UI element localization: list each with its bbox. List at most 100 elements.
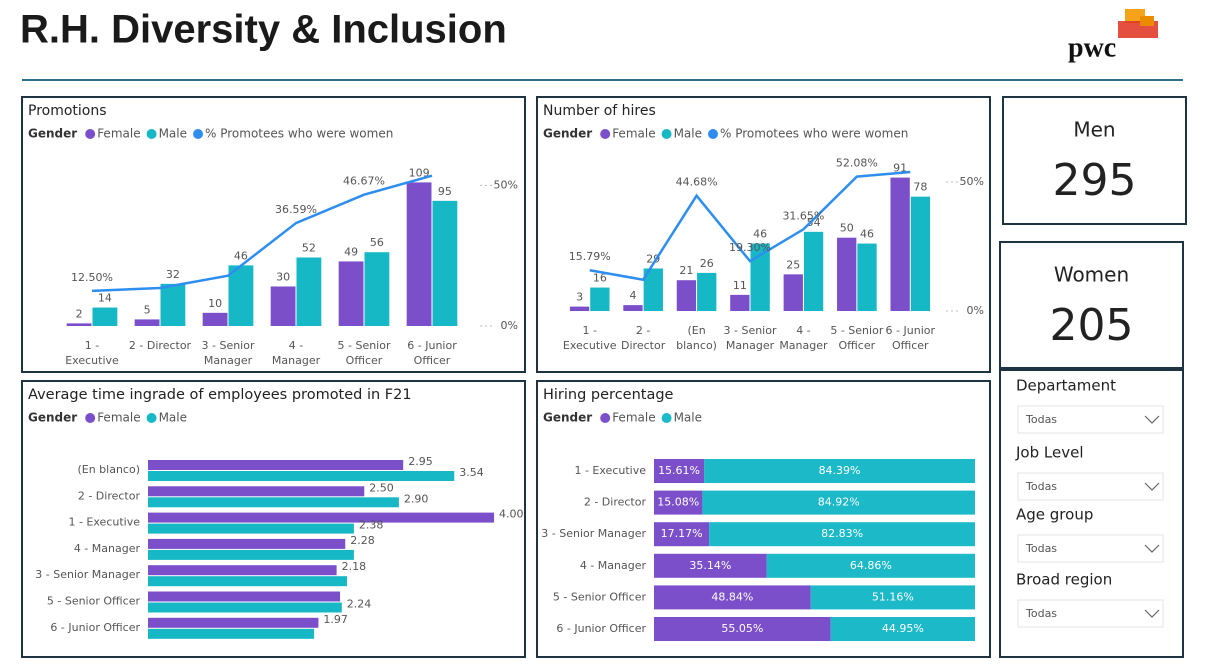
legend-title: Gender [543, 127, 592, 141]
chart-title: Promotions [28, 103, 107, 119]
bar [160, 283, 186, 326]
bar-value-label: 48.84% [711, 590, 753, 603]
bar-value-label: 3.54 [459, 466, 484, 479]
logo-block [1140, 16, 1154, 26]
bar [432, 200, 458, 326]
dropdown[interactable] [1017, 472, 1164, 501]
bar-value-label: 2.90 [404, 492, 429, 505]
bar [364, 252, 390, 326]
bar [148, 497, 399, 508]
bar-value-label: 54 [807, 216, 821, 229]
legend-swatch [600, 129, 611, 139]
dropdown-chevron [1144, 482, 1160, 491]
bar [148, 486, 365, 497]
dropdown-chevron [1144, 544, 1160, 553]
y-tick-label: (En blanco) [77, 463, 140, 476]
bar-value-label: 46 [234, 249, 248, 262]
dropdown[interactable] [1017, 405, 1164, 434]
legend-swatch [193, 129, 204, 139]
line-value-label: 15.79% [569, 250, 611, 263]
dropdown-chevron [1144, 609, 1160, 618]
bar-value-label: 2.28 [350, 534, 375, 547]
bar [890, 177, 910, 311]
bar-segment [654, 459, 705, 483]
bar-segment [654, 585, 811, 610]
legend-swatch [146, 129, 157, 139]
line-value-label: 31.65% [782, 209, 824, 222]
card-value: 295 [1053, 155, 1137, 206]
card-label: Men [1073, 118, 1115, 142]
logo: pwc [1068, 32, 1116, 63]
dropdown-value: Todas [1025, 413, 1057, 426]
bar-value-label: 15.08% [657, 496, 699, 509]
bar-segment [766, 553, 975, 578]
x-tick-label: 6 - Junior Officer [885, 324, 936, 352]
bar [270, 286, 296, 326]
bar-segment [654, 553, 767, 578]
bar-segment [704, 459, 975, 483]
bar-value-label: 30 [276, 270, 290, 283]
legend-label: % Promotees who were women [205, 127, 393, 141]
y-tick-label: 5 - Senior Officer [553, 590, 647, 603]
bar [66, 323, 92, 326]
legend-swatch [661, 129, 672, 139]
legend-label: Female [612, 127, 655, 141]
legend-label: Female [97, 411, 140, 425]
bar-value-label: 1.97 [323, 613, 348, 626]
y-tick-label: 4 - Manager [74, 542, 141, 555]
legend-label: % Promotees who were women [720, 127, 908, 141]
bar [750, 243, 770, 311]
x-tick-label: 5 - Senior Officer [337, 339, 391, 367]
bar-value-label: 95 [438, 185, 452, 198]
y-tick-label: 3 - Senior Manager [35, 568, 140, 581]
dropdown[interactable] [1017, 534, 1164, 563]
bar [623, 305, 643, 311]
bar [134, 319, 160, 326]
bar [148, 471, 455, 481]
bar-value-label: 64.86% [850, 559, 892, 572]
x-tick-label: 6 - Junior Officer [407, 339, 457, 367]
dropdown-value: Todas [1025, 607, 1057, 620]
legend-label: Male [674, 411, 702, 425]
x-tick-label: 2 - Director [621, 324, 666, 352]
bar-value-label: 29 [646, 252, 660, 265]
bar-value-label: 26 [700, 257, 714, 270]
line-value-label: 36.59% [275, 203, 317, 216]
slicer-label: Broad region [1016, 571, 1112, 589]
bar-segment [709, 522, 975, 547]
bar [148, 549, 354, 560]
dropdown[interactable] [1017, 599, 1164, 628]
legend-swatch [85, 129, 96, 139]
legend-label: Male [159, 127, 187, 141]
x-tick-label: (En blanco) [676, 324, 717, 352]
card [1002, 96, 1187, 225]
legend-label: Female [97, 127, 140, 141]
bar-value-label: 15.61% [658, 464, 700, 477]
bar-value-label: 78 [913, 181, 927, 194]
bar-value-label: 55.05% [721, 622, 763, 635]
bar [590, 287, 610, 311]
bar [730, 294, 750, 311]
bar-value-label: 25 [786, 258, 800, 271]
bar [148, 591, 341, 602]
bar [697, 272, 717, 311]
bar-value-label: 21 [679, 264, 693, 277]
bar-value-label: 16 [593, 272, 607, 285]
bar [228, 265, 254, 326]
legend-label: Female [612, 411, 655, 425]
y2-tick-label: 50% [960, 175, 984, 188]
bar-value-label: 17.17% [661, 527, 703, 540]
bar-value-label: 84.39% [819, 464, 861, 477]
bar [643, 268, 663, 311]
bar [148, 512, 495, 523]
slicer-label: Job Level [1015, 444, 1084, 462]
line [91, 174, 433, 293]
bar-value-label: 4.00 [499, 508, 524, 521]
bar-value-label: 50 [840, 222, 854, 235]
chart-title: Hiring percentage [543, 387, 674, 403]
bar-value-label: 82.83% [821, 527, 863, 540]
line-value-label: 44.68% [676, 176, 718, 189]
legend-swatch [661, 413, 672, 423]
bar [148, 523, 354, 534]
